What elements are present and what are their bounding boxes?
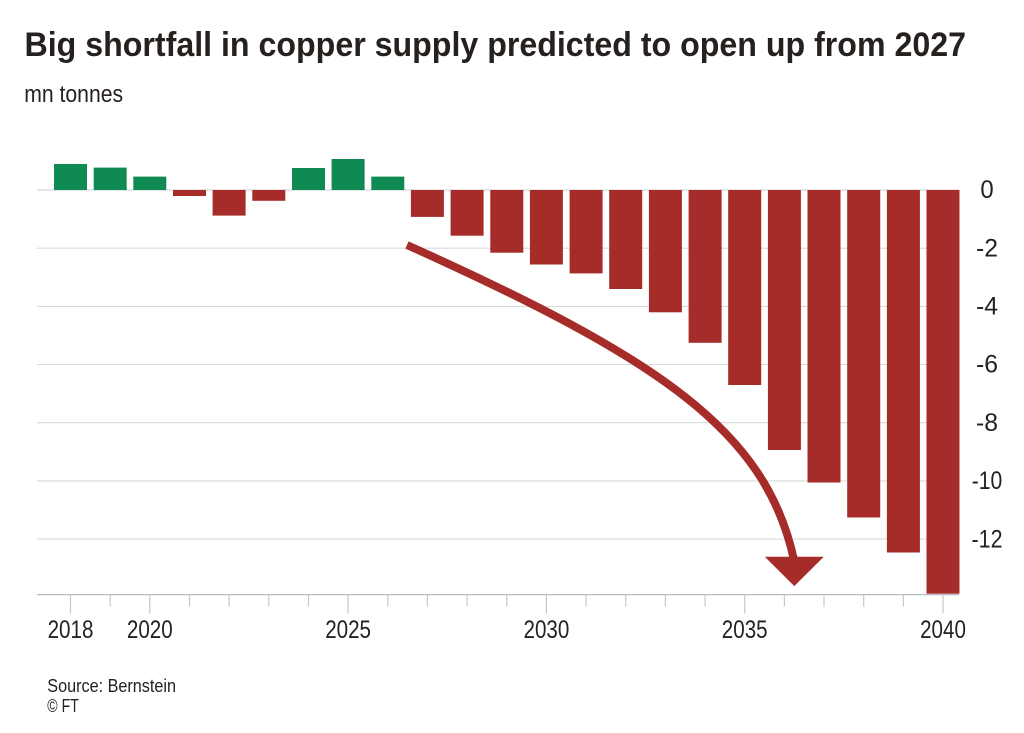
svg-text:2025: 2025 (325, 617, 371, 644)
svg-text:mn tonnes: mn tonnes (24, 81, 123, 108)
svg-text:-6: -6 (976, 352, 998, 379)
svg-text:-2: -2 (976, 235, 998, 262)
svg-text:Big shortfall in copper supply: Big shortfall in copper supply predicted… (25, 26, 967, 64)
svg-text:-8: -8 (976, 410, 998, 437)
svg-text:2018: 2018 (48, 617, 94, 644)
svg-text:2020: 2020 (127, 617, 173, 644)
svg-text:2035: 2035 (722, 617, 768, 644)
svg-text:2030: 2030 (524, 617, 570, 644)
svg-text:-12: -12 (972, 526, 1003, 553)
svg-text:2040: 2040 (920, 617, 966, 644)
svg-text:-4: -4 (976, 294, 998, 321)
svg-text:Source: Bernstein: Source: Bernstein (47, 675, 176, 696)
svg-text:-10: -10 (972, 468, 1003, 495)
svg-text:0: 0 (980, 177, 993, 204)
svg-text:© FT: © FT (47, 695, 79, 716)
